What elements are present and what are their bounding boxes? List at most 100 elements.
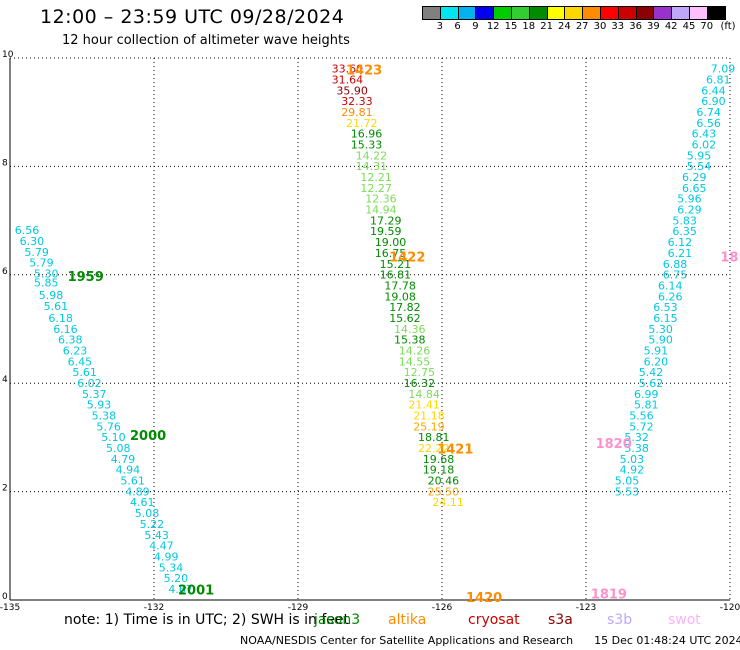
data-label: 6.26 — [658, 290, 683, 303]
time-label: 1421 — [437, 443, 473, 458]
data-label: 4.61 — [130, 496, 155, 509]
data-label: 12.21 — [360, 171, 392, 184]
data-label: 5.96 — [677, 193, 702, 206]
data-label: 6.02 — [77, 377, 102, 390]
data-label: 31.64 — [332, 73, 364, 86]
colorbar-tick-label: 42 — [664, 21, 678, 32]
data-label: 4.79 — [111, 453, 136, 466]
data-label: 17.78 — [384, 279, 416, 292]
data-label: 5.61 — [44, 300, 69, 313]
colorbar-tick-label: 15 — [504, 21, 518, 32]
data-label: 5.05 — [615, 475, 640, 488]
colorbar-tick-label: 18 — [522, 21, 536, 32]
mission-label-altika: altika — [388, 612, 427, 628]
data-label: 5.22 — [140, 518, 165, 531]
x-tick-label: -135 — [0, 603, 20, 613]
data-label: 12.27 — [360, 182, 392, 195]
data-label: 5.08 — [106, 442, 131, 455]
data-label: 6.45 — [68, 355, 93, 368]
data-label: 5.43 — [144, 529, 169, 542]
time-label: 18 — [720, 250, 738, 265]
credit-line: NOAA/NESDIS Center for Satellite Applica… — [240, 634, 740, 647]
data-label: 19.00 — [375, 236, 407, 249]
data-label: 6.74 — [696, 106, 721, 119]
time-label: 1819 — [591, 587, 627, 602]
data-label: 6.65 — [682, 182, 707, 195]
data-label: 5.79 — [29, 257, 54, 270]
x-tick-label: -123 — [576, 603, 596, 613]
data-label: 6.29 — [677, 204, 702, 217]
data-label: 6.88 — [663, 258, 688, 271]
data-label: 7.09 — [711, 63, 736, 76]
data-label: 5.72 — [629, 420, 654, 433]
time-label: 1420 — [466, 591, 502, 606]
data-label: 14.55 — [399, 355, 431, 368]
mission-label-cryosat: cryosat — [468, 612, 520, 628]
data-label: 25.50 — [428, 485, 460, 498]
data-label: 5.61 — [72, 366, 97, 379]
data-label: 19.08 — [384, 290, 416, 303]
colorbar-tick-label: 21 — [540, 21, 553, 32]
data-label: 16.75 — [375, 247, 407, 260]
colorbar-tick-label: 3 — [436, 21, 443, 32]
data-label: 35.90 — [336, 84, 368, 97]
data-label: 14.26 — [399, 344, 431, 357]
data-label: 6.53 — [653, 301, 678, 314]
chart-title: 12:00 – 23:59 UTC 09/28/2024 — [40, 6, 345, 28]
data-label: 5.10 — [101, 431, 126, 444]
colorbar-tick-label: 12 — [486, 21, 500, 32]
data-label: 6.43 — [692, 128, 717, 141]
mission-label-s3b: s3b — [607, 612, 633, 628]
x-tick-label: -132 — [144, 603, 164, 613]
data-label: 21.72 — [346, 117, 378, 130]
colorbar-tick-label: 45 — [682, 21, 696, 32]
data-label: 6.56 — [696, 117, 721, 130]
y-tick-label: 2 — [2, 484, 8, 494]
data-label: 6.30 — [20, 235, 44, 248]
data-label: 24.11 — [432, 496, 464, 509]
data-label: 33.60 — [332, 63, 364, 76]
data-label: 12.36 — [365, 193, 397, 206]
footnote: note: 1) Time is in UTC; 2) SWH is in fe… — [64, 612, 350, 628]
data-label: 5.83 — [672, 214, 697, 227]
colorbar-tick-label: 24 — [558, 21, 571, 32]
data-label: 5.30 — [648, 323, 673, 336]
data-label: 19.18 — [423, 464, 455, 477]
data-label: 5.62 — [639, 377, 664, 390]
colorbar-swatch — [706, 6, 726, 20]
data-label: 5.32 — [624, 431, 649, 444]
data-label: 5.20 — [164, 572, 189, 585]
data-label: 4.99 — [154, 550, 179, 563]
data-label: 15.62 — [389, 312, 421, 325]
y-tick-label: 4 — [2, 375, 8, 385]
y-tick-label: 10 — [2, 50, 14, 60]
data-label: 21.18 — [413, 410, 445, 423]
colorbar-tick-label: 30 — [593, 21, 607, 32]
data-label: 5.93 — [87, 399, 112, 412]
data-label: 6.21 — [668, 247, 693, 260]
data-label: 5.79 — [24, 246, 49, 259]
colorbar-tick-label: 6 — [454, 21, 461, 32]
time-label: 2000 — [130, 429, 166, 444]
mission-label-swot: swot — [668, 612, 701, 628]
data-label: 6.18 — [48, 312, 73, 325]
colorbar-tick-label: 70 — [700, 21, 714, 32]
data-label: 4.67 — [168, 583, 193, 596]
data-label: 5.91 — [644, 344, 669, 357]
colorbar-tick-label: 9 — [472, 21, 479, 32]
data-label: 12.75 — [404, 366, 436, 379]
data-label: 21.41 — [408, 399, 440, 412]
data-label: 14.84 — [408, 388, 440, 401]
data-label: 5.98 — [39, 289, 64, 302]
time-label: 1959 — [68, 270, 104, 285]
time-label: 2001 — [178, 584, 214, 599]
data-label: 32.33 — [341, 95, 373, 108]
data-label: 19.68 — [423, 453, 455, 466]
mission-label-s3a: s3a — [548, 612, 573, 628]
data-label: 6.38 — [58, 334, 83, 347]
data-label: 14.94 — [365, 204, 397, 217]
credit-text: NOAA/NESDIS Center for Satellite Applica… — [240, 634, 574, 647]
data-label: 5.95 — [687, 149, 712, 162]
colorbar-tick-label: 39 — [647, 21, 660, 32]
